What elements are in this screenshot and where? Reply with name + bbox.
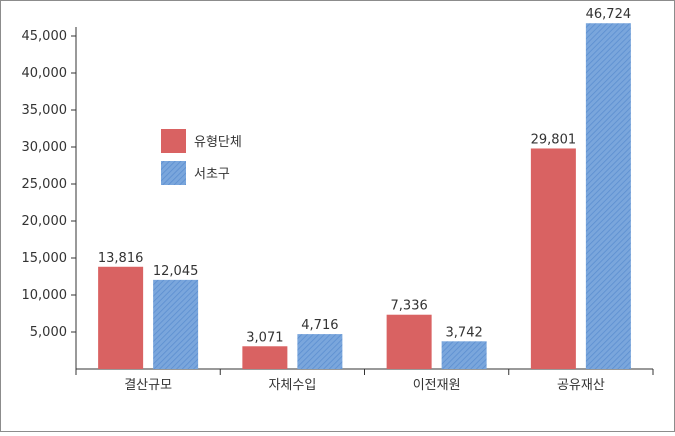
bar-series1 <box>530 148 576 369</box>
bar-series1 <box>98 266 144 369</box>
y-tick-label: 40,000 <box>22 66 68 81</box>
bar-series2 <box>297 334 343 369</box>
y-tick-label: 45,000 <box>22 29 68 44</box>
bar-series1 <box>242 346 288 369</box>
data-label: 29,801 <box>531 132 577 147</box>
legend-swatch-series1 <box>161 129 186 153</box>
data-label: 7,336 <box>391 299 428 314</box>
legend-swatch-series2 <box>161 161 186 185</box>
y-tick-label: 25,000 <box>22 177 68 192</box>
y-tick-label: 35,000 <box>22 103 68 118</box>
x-category-label: 이전재원 <box>413 378 461 393</box>
y-tick-label: 15,000 <box>22 251 68 266</box>
x-category-label: 공유재산 <box>557 378 605 393</box>
y-tick-label: 5,000 <box>30 325 67 340</box>
axes: 5,000 10,000 15,000 20,000 25,000 30,000 35,00… <box>22 27 654 393</box>
legend-label: 유형단체 <box>194 135 242 150</box>
bar-series2 <box>153 279 199 369</box>
bars: 13,816 12,045 3,071 4,716 7,336 3,742 29,801 46… <box>98 7 631 369</box>
data-label: 12,045 <box>153 264 199 279</box>
data-label: 4,716 <box>301 318 338 333</box>
data-label: 13,816 <box>98 251 144 266</box>
x-category-label: 자체수입 <box>268 378 316 393</box>
bar-series2 <box>585 23 631 369</box>
data-label: 3,071 <box>246 330 283 345</box>
y-tick-label: 20,000 <box>22 214 68 229</box>
y-tick-label: 30,000 <box>22 140 68 155</box>
data-label: 3,742 <box>446 325 483 340</box>
bar-series2 <box>441 341 487 369</box>
legend-label: 서초구 <box>194 167 230 182</box>
bar-series1 <box>386 314 432 369</box>
y-tick-label: 10,000 <box>22 288 68 303</box>
data-label: 46,724 <box>586 7 632 22</box>
x-category-label: 결산규모 <box>124 378 172 393</box>
